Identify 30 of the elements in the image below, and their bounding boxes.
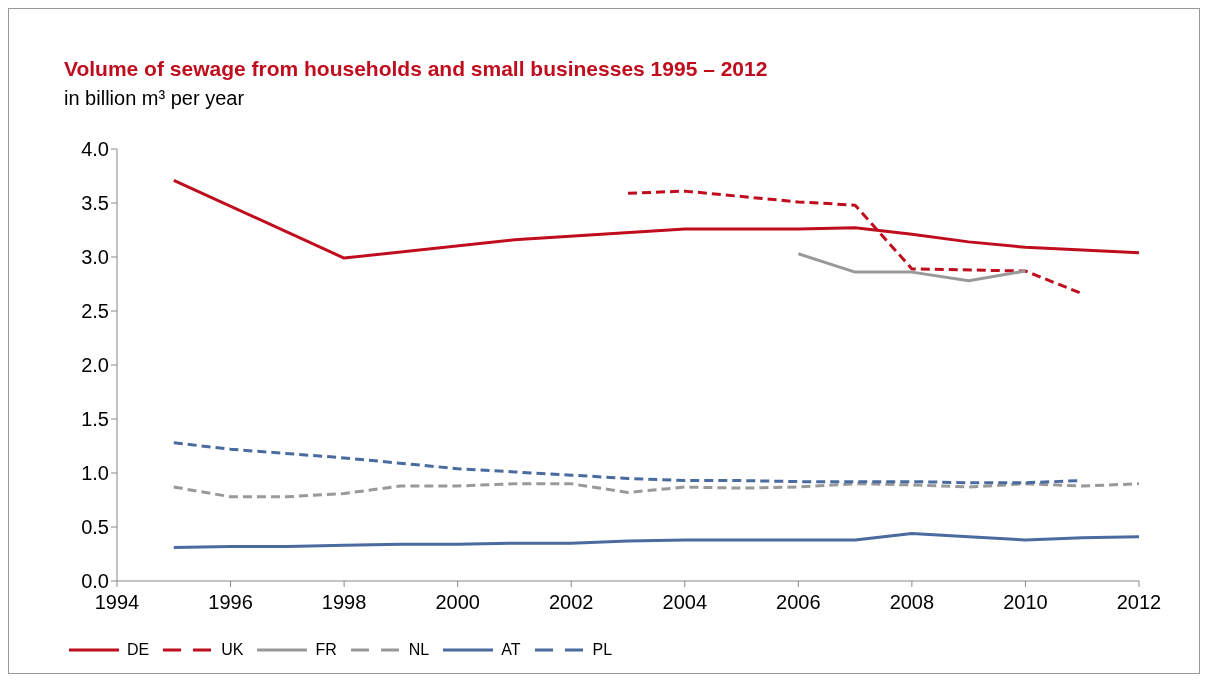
x-tick-label: 2004 bbox=[662, 591, 708, 614]
legend-label: AT bbox=[501, 641, 521, 659]
y-tick-label: 4.0 bbox=[81, 138, 109, 161]
x-tick-label: 2006 bbox=[776, 591, 821, 614]
legend-label: UK bbox=[221, 641, 244, 659]
y-tick-label: 1.5 bbox=[81, 408, 109, 431]
x-tick-label: 2008 bbox=[889, 591, 935, 614]
y-tick-label: 3.0 bbox=[81, 246, 109, 269]
legend-label: PL bbox=[592, 641, 613, 659]
legend-label: FR bbox=[315, 641, 337, 659]
chart-subtitle: in billion m³ per year bbox=[64, 87, 245, 110]
x-tick-label: 2002 bbox=[548, 591, 594, 614]
y-tick-label: 2.0 bbox=[81, 354, 109, 377]
y-tick-label: 3.5 bbox=[81, 192, 109, 215]
x-tick-label: 1996 bbox=[208, 591, 253, 614]
x-tick-label: 1994 bbox=[94, 591, 140, 614]
x-tick-label: 2012 bbox=[1116, 591, 1162, 614]
chart-title: Volume of sewage from households and small businesses 1995 – 2012 bbox=[64, 57, 768, 81]
x-tick-label: 1998 bbox=[321, 591, 367, 614]
line-series bbox=[172, 531, 1139, 550]
legend-label: DE bbox=[127, 641, 150, 659]
x-tick-label: 2000 bbox=[435, 591, 480, 614]
legend-label: NL bbox=[408, 641, 430, 659]
y-tick-label: 1.0 bbox=[81, 462, 109, 485]
y-tick-label: 0.5 bbox=[81, 516, 109, 539]
line-series bbox=[796, 252, 1027, 283]
line-series bbox=[172, 482, 1139, 499]
x-tick-label: 2010 bbox=[1003, 591, 1048, 614]
y-tick-label: 2.5 bbox=[81, 300, 109, 323]
y-tick-label: 0.0 bbox=[81, 570, 109, 593]
